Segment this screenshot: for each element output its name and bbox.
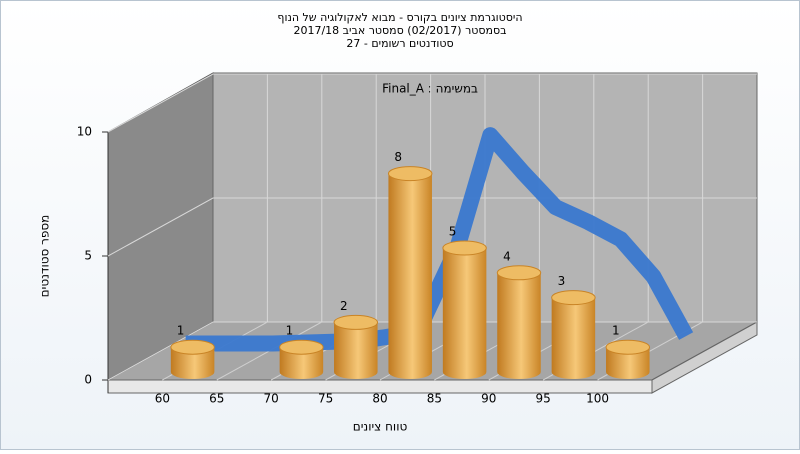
- data-label: 3: [558, 274, 566, 288]
- bar: [387, 166, 433, 380]
- bar: [333, 314, 379, 380]
- data-label: 1: [177, 324, 185, 338]
- grid-line: [107, 73, 757, 133]
- x-axis-label: טווח ציונים: [353, 420, 408, 434]
- data-label: 4: [503, 249, 511, 263]
- x-tick-label: 100: [586, 392, 609, 406]
- chart-subtitle: סטודנטים רשומים - 27: [346, 37, 453, 50]
- bar: [496, 265, 542, 379]
- bar: [442, 240, 487, 379]
- data-label: 2: [340, 299, 348, 313]
- y-axis-label: מספר סטודנטים: [38, 215, 52, 298]
- grid-line: [107, 197, 757, 257]
- chart-subtitle: בסמסטר (02/2017) סמסטר אביב 2017/18: [293, 24, 506, 37]
- x-tick-label: 85: [427, 392, 442, 406]
- bar: [279, 339, 324, 379]
- x-tick-label: 60: [155, 392, 170, 406]
- x-tick-label: 75: [318, 392, 333, 406]
- x-tick-label: 80: [372, 392, 387, 406]
- data-label: 8: [394, 150, 402, 164]
- annotation: Final_A : במשימה: [382, 82, 478, 96]
- x-tick-label: 65: [209, 392, 224, 406]
- data-label: 1: [612, 324, 620, 338]
- bar: [551, 290, 596, 379]
- y-tick-label: 0: [84, 373, 92, 387]
- x-tick-label: 70: [264, 392, 279, 406]
- x-tick-label: 95: [536, 392, 551, 406]
- data-label: 1: [286, 324, 294, 338]
- floor-side: [651, 321, 758, 394]
- bar: [170, 339, 215, 380]
- x-tick-label: 90: [481, 392, 496, 406]
- y-tick-label: 10: [77, 125, 92, 139]
- y-tick-label: 5: [84, 249, 92, 263]
- chart-title: היסטוגרמת ציונים בקורס - מבוא לאקולוגיה …: [277, 11, 522, 24]
- data-label: 5: [449, 225, 457, 239]
- bar: [605, 339, 651, 379]
